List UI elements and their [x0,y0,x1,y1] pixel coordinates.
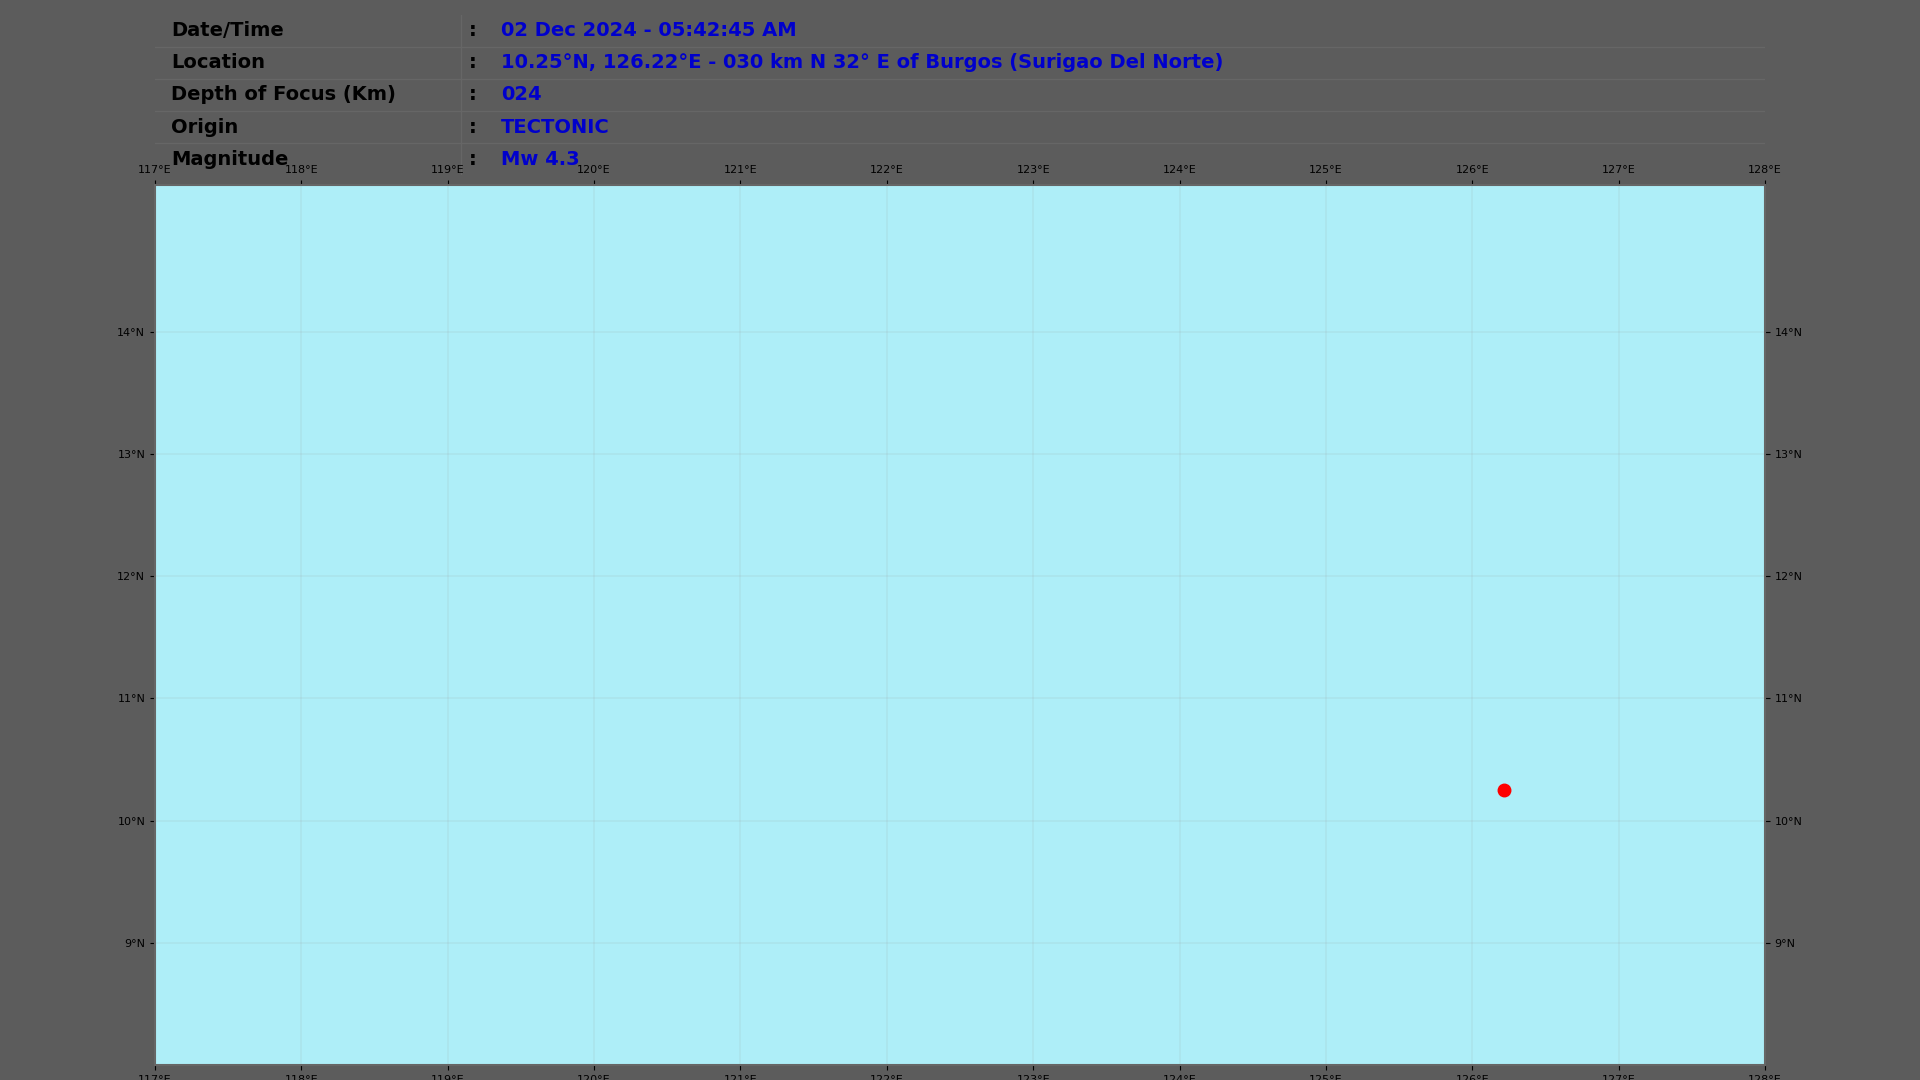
Text: 10.25°N, 126.22°E - 030 km N 32° E of Burgos (Surigao Del Norte): 10.25°N, 126.22°E - 030 km N 32° E of Bu… [501,54,1223,72]
Text: :: : [468,22,476,40]
Text: Location: Location [171,54,265,72]
Text: 02 Dec 2024 - 05:42:45 AM: 02 Dec 2024 - 05:42:45 AM [501,22,797,40]
Text: :: : [468,54,476,72]
Text: :: : [468,85,476,105]
Text: Date/Time: Date/Time [171,22,284,40]
Text: Magnitude: Magnitude [171,149,288,168]
Text: :: : [468,149,476,168]
Text: :: : [468,118,476,136]
Text: 024: 024 [501,85,541,105]
Text: TECTONIC: TECTONIC [501,118,611,136]
Text: Mw 4.3: Mw 4.3 [501,149,580,168]
Text: Depth of Focus (Km): Depth of Focus (Km) [171,85,396,105]
Text: Origin: Origin [171,118,238,136]
